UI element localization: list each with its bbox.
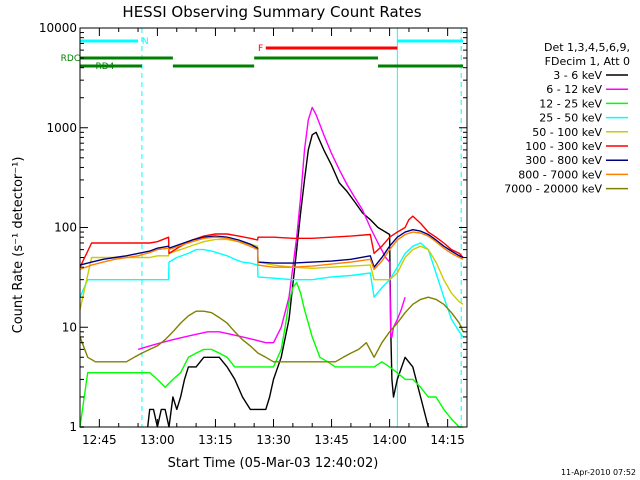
x-tick-label: 13:45 (314, 433, 349, 447)
x-tick-label: 13:15 (198, 433, 233, 447)
series-line (137, 106, 406, 351)
y-tick-label: 1 (69, 420, 77, 434)
chart-title: HESSI Observing Summary Count Rates (122, 3, 421, 21)
series-line (79, 281, 464, 428)
legend-label: 12 - 25 keV (539, 97, 602, 110)
y-axis-label: Count Rate (s⁻¹ detector⁻¹) (11, 157, 26, 334)
legend-label: 6 - 12 keV (546, 83, 602, 96)
legend-header: Det 1,3,4,5,6,9, (544, 41, 630, 54)
legend-label: 7000 - 20000 keV (504, 183, 602, 196)
y-tick-label: 10 (62, 320, 77, 334)
y-tick-label: 1000 (46, 121, 77, 135)
legend-label: 300 - 800 keV (525, 154, 602, 167)
flag-bars: N F RDC RD4 (61, 37, 464, 72)
series-line (79, 238, 464, 310)
series-line (79, 215, 464, 268)
x-tick-label: 14:00 (372, 433, 407, 447)
legend-label: 3 - 6 keV (553, 69, 602, 82)
legend: Det 1,3,4,5,6,9,FDecim 1, Att 03 - 6 keV… (504, 41, 630, 196)
series-line (79, 231, 464, 271)
x-axis-label: Start Time (05-Mar-03 12:40:02) (168, 456, 379, 471)
x-axis-ticks: 12:45 13:00 13:15 13:30 13:45 14:00 14:15 (79, 28, 468, 447)
legend-label: 100 - 300 keV (525, 140, 602, 153)
legend-label: 800 - 7000 keV (518, 168, 602, 181)
x-tick-label: 14:15 (430, 433, 465, 447)
series-line (79, 229, 464, 268)
legend-label: 50 - 100 keV (532, 126, 602, 139)
x-tick-label: 13:30 (256, 433, 291, 447)
timestamp: 11-Apr-2010 07:52 (561, 468, 636, 477)
flag-bar-label: RDC (61, 54, 80, 64)
legend-header: FDecim 1, Att 0 (545, 55, 630, 68)
flag-bar-label: N (142, 37, 149, 47)
series-line (79, 296, 464, 363)
y-tick-label: 100 (54, 221, 77, 235)
x-tick-label: 13:00 (140, 433, 175, 447)
flag-bar-label: F (258, 44, 263, 54)
flag-bar-label: RD4 (95, 62, 114, 72)
x-tick-label: 12:45 (82, 433, 117, 447)
series-lines (79, 106, 464, 428)
y-axis-ticks: 1 10 100 1000 10000 (39, 21, 467, 434)
legend-label: 25 - 50 keV (539, 112, 602, 125)
y-tick-label: 10000 (39, 21, 77, 35)
